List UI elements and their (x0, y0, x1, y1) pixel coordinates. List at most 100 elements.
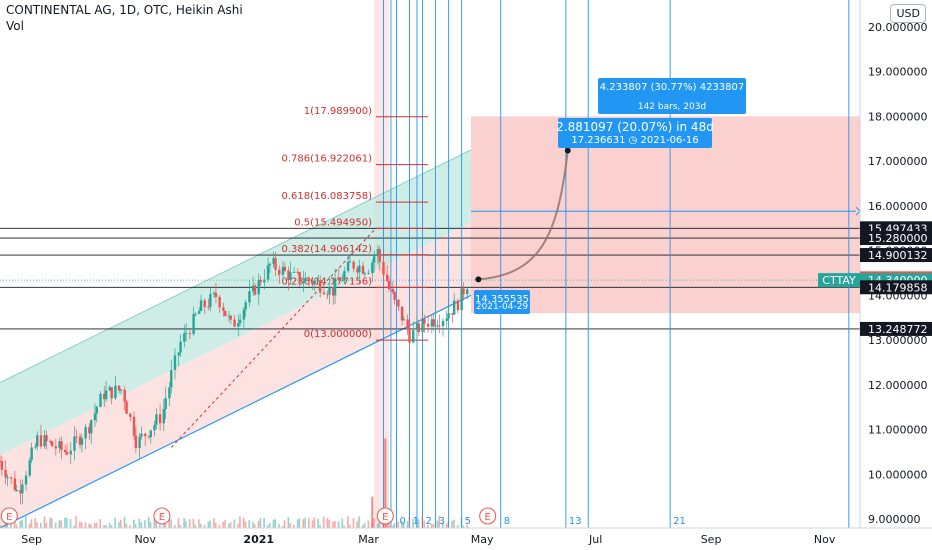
candle-body (378, 249, 381, 262)
volume-bar (267, 525, 269, 528)
candle-body (69, 450, 72, 455)
price-label-2: 14.900132 (868, 249, 928, 262)
range-callout-line1: 4.233807 (30.77%) 4233807 (600, 82, 745, 93)
earnings-marker-0 (0, 507, 18, 525)
candle-body (358, 265, 361, 273)
candle-body (73, 436, 76, 451)
channel-upper-fill (0, 149, 471, 456)
volume-bar (337, 521, 340, 528)
start-point-callout-line2: 2021-04-29 (476, 302, 529, 312)
volume-bar (88, 523, 90, 528)
volume-bar (108, 522, 111, 528)
projection-curve (478, 150, 569, 281)
candle-body (272, 258, 275, 264)
candle-body (207, 306, 210, 308)
candle-body (356, 268, 359, 273)
volume-bar (49, 517, 51, 528)
volume-bar (460, 517, 463, 528)
target-callout-line2: 17.236631 ◷ 2021-06-16 (571, 135, 698, 146)
volume-bar (436, 520, 439, 528)
x-tick-label-4: May (471, 533, 494, 546)
volume-bar (69, 519, 72, 528)
volume-bar (415, 525, 418, 528)
candle-body (21, 484, 24, 494)
volume-bar (95, 522, 98, 528)
volume-bar (341, 518, 344, 528)
volume-bar (356, 521, 359, 528)
candle-body (402, 319, 406, 321)
candle-body (452, 300, 456, 315)
volume-bar (242, 517, 245, 528)
volume-bar (391, 525, 394, 528)
volume-bar (296, 519, 299, 528)
y-tick-label-7: 16.000000 (868, 200, 928, 213)
price-label-5: 14.179858 (868, 281, 928, 294)
candle-body (227, 315, 231, 317)
volume-bar (347, 516, 349, 528)
volume-bar (417, 519, 420, 528)
volume-bars (0, 438, 468, 528)
candle-body (229, 315, 233, 320)
volume-bar (453, 519, 455, 528)
volume-bar (84, 522, 87, 528)
candle-body (451, 313, 454, 315)
volume-bar (0, 525, 1, 528)
y-tick-label-3: 12.000000 (868, 379, 928, 392)
volume-bar (378, 519, 381, 528)
candle-body (237, 323, 240, 327)
candle-body (367, 273, 370, 275)
candle-body (274, 258, 277, 270)
volume-spike-1 (384, 438, 387, 528)
candle-body (24, 475, 28, 485)
volume-bar (319, 525, 321, 528)
fib-label-6: 0(13.000000) (304, 329, 372, 340)
volume-bar (308, 518, 310, 528)
target-callout-box (558, 118, 712, 148)
candle-body (129, 413, 132, 417)
fib-time-label-0: 0 (399, 516, 405, 527)
candle-body (248, 291, 251, 303)
volume-bar (298, 518, 301, 528)
volume-bar (218, 524, 221, 528)
volume-bar (140, 522, 143, 528)
volume-bar (224, 520, 226, 528)
volume-bar (442, 521, 444, 528)
candle-body (65, 451, 69, 455)
x-tick-label-3: Mar (358, 533, 379, 546)
candle-body (15, 490, 18, 492)
candle-body (93, 413, 97, 421)
symbol-tag-box (818, 273, 860, 288)
candle-body (164, 398, 167, 409)
candle-body (147, 436, 151, 438)
candle-body (95, 406, 98, 414)
volume-bar (183, 517, 185, 528)
candle-body (426, 323, 430, 327)
start-point-callout-line1: 14.355535 (475, 294, 529, 305)
volume-bar (272, 519, 275, 528)
volume-bar (268, 523, 271, 528)
fib-time-label-3: 3 (439, 516, 445, 527)
target-callout-line1: 2.881097 (20.07%) in 48d (556, 120, 714, 134)
candle-body (153, 424, 156, 431)
candle-body (125, 401, 128, 414)
volume-bar (54, 522, 57, 528)
volume-bar (30, 519, 33, 528)
volume-bar (244, 521, 247, 528)
candle-body (194, 313, 197, 315)
price-label-box-1 (860, 231, 932, 246)
candle-body (400, 306, 404, 321)
volume-bar (149, 522, 152, 528)
fib-label-5: 0.236(14.177156) (282, 276, 373, 287)
candle-body (313, 280, 316, 285)
candle-body (341, 280, 344, 282)
volume-bar (188, 519, 191, 528)
candle-body (43, 435, 46, 447)
candle-body (343, 271, 346, 281)
candle-body (203, 300, 206, 307)
x-tick-label-0: Sep (21, 533, 42, 546)
candle-body (34, 446, 37, 448)
candle-body (158, 414, 162, 424)
candle-body (298, 272, 301, 283)
currency-button[interactable]: USD (890, 4, 926, 23)
